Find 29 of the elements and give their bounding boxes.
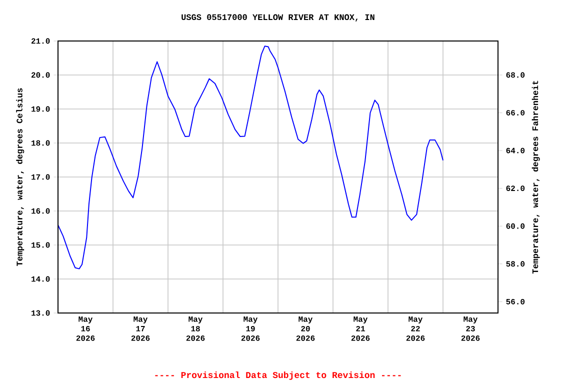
y-tick-label: 16.0 <box>32 208 50 214</box>
y-axis-title: Temperature, water, degrees Celsius <box>16 88 24 266</box>
x-tick-label: May 21 2026 <box>351 316 370 341</box>
y2-tick-label: 60.0 <box>506 223 525 229</box>
x-tick-label: May 22 2026 <box>406 316 425 341</box>
x-tick-label: May 23 2026 <box>461 316 480 341</box>
y-tick-label: 14.0 <box>32 276 50 282</box>
x-tick-label: May 17 2026 <box>131 316 150 341</box>
x-tick-label: May 18 2026 <box>186 316 205 341</box>
y-tick-label: 19.0 <box>32 106 50 112</box>
y2-tick-label: 58.0 <box>506 261 525 267</box>
x-tick-label: May 16 2026 <box>76 316 95 341</box>
y2-axis-title: Temperature, water, degrees Fahrenheit <box>532 80 540 274</box>
text: ---- Provisional Data Subject to Revision ---- <box>155 371 401 380</box>
y2-tick-label: 66.0 <box>506 110 525 116</box>
y-tick-label: 15.0 <box>32 242 50 248</box>
y-tick-label: 21.0 <box>31 38 50 44</box>
x-tick-label: May 19 2026 <box>241 316 260 341</box>
x-tick-label: May 20 2026 <box>296 316 315 341</box>
line-series <box>58 46 444 270</box>
y-tick-label: 13.0 <box>32 310 50 316</box>
y2-tick-label: 64.0 <box>506 148 525 154</box>
y2-tick-label: 68.0 <box>506 72 525 78</box>
y2-tick-label: 56.0 <box>506 298 525 304</box>
y-tick-label: 20.0 <box>31 72 50 78</box>
chart-title: USGS 05517000 YELLOW RIVER AT KNOX, IN <box>182 14 374 22</box>
y-tick-label: 18.0 <box>32 140 50 146</box>
y-tick-label: 17.0 <box>32 174 50 180</box>
y2-tick-label: 62.0 <box>506 186 525 192</box>
